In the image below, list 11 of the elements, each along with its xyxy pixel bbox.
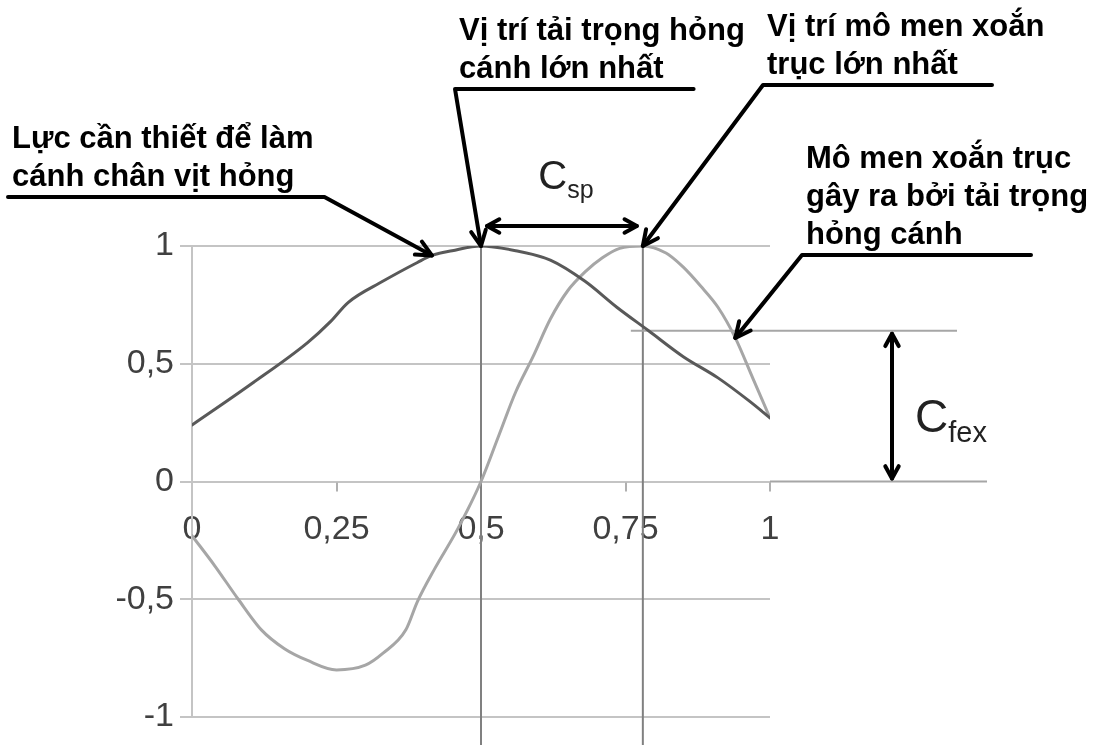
y-tick-label: 0,5 [126,342,174,381]
x-tick-label: 1 [760,508,780,547]
y-tick-label: 1 [155,224,174,263]
annotation: Mô men xoắn trục gây ra bởi tải trọng hỏng cánh [806,139,1089,251]
x-tick-label: 0,25 [303,508,370,547]
annotation: Lực cần thiết để làm cánh chân vịt hỏng [12,120,314,193]
y-tick-label: -0,5 [115,577,174,616]
ref-line-label: Vị trí tải trọng hỏng cánh lớn nhất [459,12,745,85]
ref-line-label: Vị trí mô men xoắn trục lớn nhất [767,7,1045,81]
y-tick-label: -1 [143,695,174,734]
y-tick-label: 0 [155,459,174,498]
